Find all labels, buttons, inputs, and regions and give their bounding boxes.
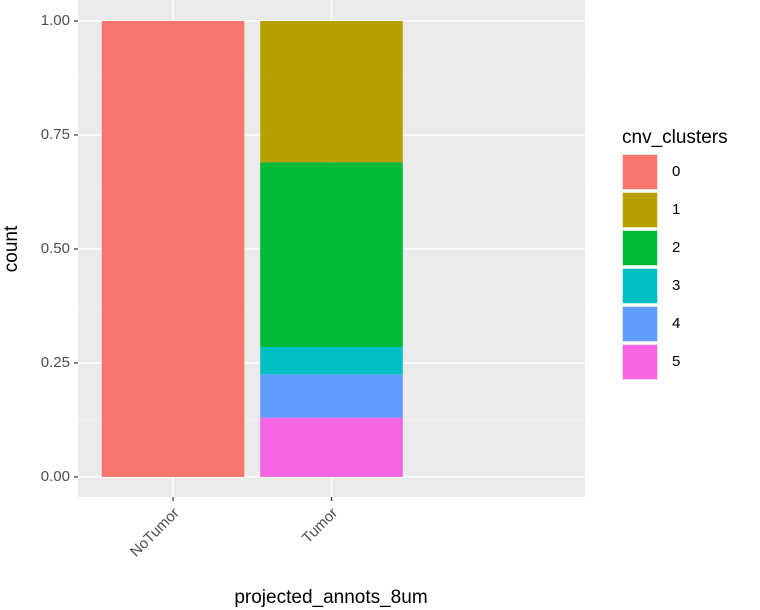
legend-key: [621, 267, 659, 305]
legend: cnv_clusters 0 1 2 3 4 5: [621, 127, 728, 381]
legend-label: 1: [672, 201, 680, 218]
y-tick-label: 0.00: [41, 468, 70, 485]
legend-key: [621, 305, 659, 343]
bar-segment: [260, 346, 403, 375]
legend-title: cnv_clusters: [622, 127, 728, 148]
y-tick-label: 1.00: [41, 12, 70, 29]
bar-segment: [260, 374, 403, 418]
x-axis-title: projected_annots_8um: [234, 587, 427, 608]
bar-segment: [260, 417, 403, 477]
bar-segment: [101, 20, 245, 477]
legend-key: [621, 229, 659, 267]
bars: [101, 20, 403, 477]
y-axis-title: count: [1, 225, 22, 272]
y-tick-label: 0.50: [41, 240, 70, 257]
legend-label: 5: [672, 353, 680, 370]
x-tick-label: Tumor: [299, 505, 341, 547]
x-tick-label: NoTumor: [127, 505, 183, 561]
bar-segment: [260, 20, 403, 163]
legend-label: 4: [672, 315, 680, 332]
legend-label: 0: [672, 163, 680, 180]
legend-label: 2: [672, 239, 680, 256]
y-tick-label: 0.25: [41, 354, 70, 371]
legend-key: [621, 191, 659, 229]
bar-segment: [260, 162, 403, 347]
legend-key: [621, 153, 659, 191]
y-tick-label: 0.75: [41, 126, 70, 143]
legend-key: [621, 343, 659, 381]
legend-label: 3: [672, 277, 680, 294]
